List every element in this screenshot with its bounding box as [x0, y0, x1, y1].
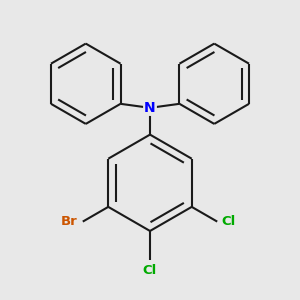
Text: Cl: Cl — [221, 215, 236, 228]
Text: N: N — [144, 101, 156, 115]
Text: Cl: Cl — [143, 264, 157, 278]
Text: Br: Br — [61, 215, 77, 228]
